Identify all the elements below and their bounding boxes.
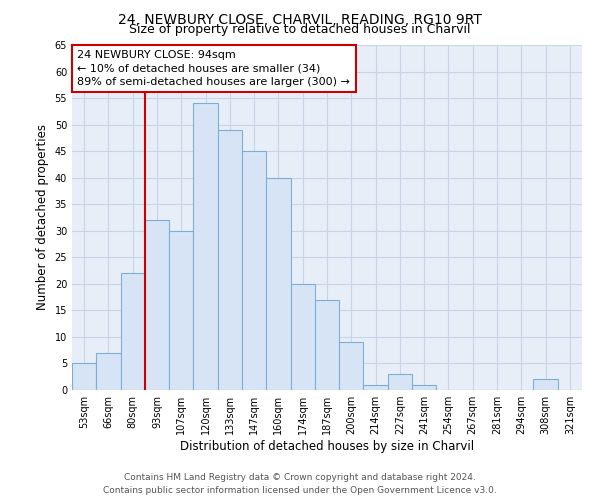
Bar bbox=[388, 374, 412, 390]
Bar bbox=[533, 380, 558, 390]
Bar bbox=[121, 273, 145, 390]
Bar bbox=[315, 300, 339, 390]
Text: 24 NEWBURY CLOSE: 94sqm
← 10% of detached houses are smaller (34)
89% of semi-de: 24 NEWBURY CLOSE: 94sqm ← 10% of detache… bbox=[77, 50, 350, 86]
Bar bbox=[364, 384, 388, 390]
Bar bbox=[218, 130, 242, 390]
Bar bbox=[72, 364, 96, 390]
Bar bbox=[96, 353, 121, 390]
Bar bbox=[169, 231, 193, 390]
Bar bbox=[193, 104, 218, 390]
Bar bbox=[242, 151, 266, 390]
Bar bbox=[145, 220, 169, 390]
Bar bbox=[339, 342, 364, 390]
Text: Size of property relative to detached houses in Charvil: Size of property relative to detached ho… bbox=[129, 22, 471, 36]
Bar bbox=[266, 178, 290, 390]
Y-axis label: Number of detached properties: Number of detached properties bbox=[36, 124, 49, 310]
Bar bbox=[290, 284, 315, 390]
Bar bbox=[412, 384, 436, 390]
Text: 24, NEWBURY CLOSE, CHARVIL, READING, RG10 9RT: 24, NEWBURY CLOSE, CHARVIL, READING, RG1… bbox=[118, 12, 482, 26]
Text: Contains HM Land Registry data © Crown copyright and database right 2024.
Contai: Contains HM Land Registry data © Crown c… bbox=[103, 473, 497, 495]
X-axis label: Distribution of detached houses by size in Charvil: Distribution of detached houses by size … bbox=[180, 440, 474, 453]
